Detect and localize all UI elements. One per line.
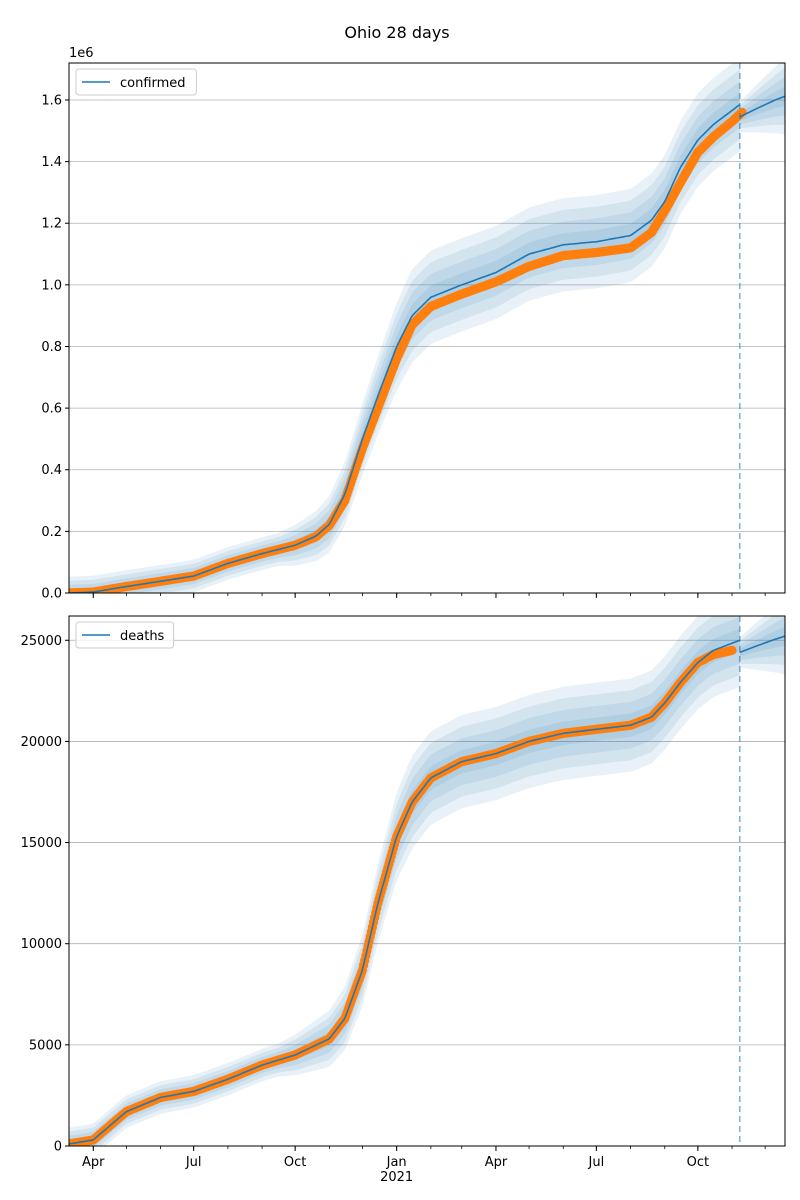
observed-point (727, 645, 737, 656)
y-tick-label: 0.0 (41, 587, 62, 602)
deaths-panel: 0 5000 10000 15000 20000 25000 Apr Jul Oct Jan202… (21, 615, 786, 1185)
x-tick-label: Apr (82, 1155, 105, 1170)
legend: confirmed (75, 68, 197, 96)
y-offset-label: 1e6 (69, 46, 94, 61)
forecast-line (739, 95, 785, 118)
y-tick-label: 0.6 (41, 402, 62, 417)
forecast-line (739, 635, 785, 654)
legend-label: confirmed (120, 76, 186, 91)
axes-frame (68, 615, 786, 1147)
figure-title: Ohio 28 days (344, 23, 449, 42)
y-tick-label: 0.2 (41, 525, 62, 540)
uncertainty-band (69, 617, 740, 1146)
legend: deaths (75, 621, 175, 649)
y-tick-label: 1.4 (41, 155, 62, 170)
forecast-band (739, 616, 785, 665)
y-tick-label: 5000 (29, 1038, 62, 1053)
model-line (69, 639, 741, 1145)
x-tick-label: Jul (588, 1155, 605, 1170)
legend-box (75, 621, 175, 649)
forecast-band (739, 617, 785, 660)
x-tick-label: Oct (687, 1155, 709, 1170)
y-tick-label: 20000 (21, 735, 62, 750)
y-tick-label: 1.2 (41, 217, 62, 232)
plot-area (69, 616, 785, 1146)
forecast-band (739, 63, 785, 135)
legend-label: deaths (120, 629, 165, 644)
uncertainty-band (69, 616, 740, 1146)
forecast-band (739, 616, 785, 675)
x-tick-label: 2021 (380, 1170, 413, 1185)
y-tick-label: 0.4 (41, 463, 62, 478)
confirmed-panel: 0.0 0.2 0.4 0.6 0.8 1.0 1.2 1.4 1.6 1e6 confirmed (41, 46, 786, 602)
y-tick-label: 0.8 (41, 340, 62, 355)
y-tick-label: 1.0 (41, 278, 62, 293)
plot-area (69, 63, 785, 593)
y-tick-label: 25000 (21, 634, 62, 649)
axes-frame (68, 62, 786, 594)
model-line (69, 103, 741, 593)
x-tick-label: Apr (485, 1155, 508, 1170)
forecast-band (739, 77, 785, 125)
forecast-band (739, 67, 785, 129)
uncertainty-band (69, 616, 740, 1146)
legend-box (75, 68, 197, 96)
uncertainty-band (69, 63, 740, 593)
x-tick-label: Oct (284, 1155, 306, 1170)
x-tick-label: Jan (386, 1155, 407, 1170)
y-tick-label: 10000 (21, 937, 62, 952)
y-tick-label: 15000 (21, 836, 62, 851)
y-tick-label: 1.6 (41, 93, 62, 108)
x-tick-label: Jul (185, 1155, 202, 1170)
y-tick-label: 0 (54, 1140, 62, 1155)
